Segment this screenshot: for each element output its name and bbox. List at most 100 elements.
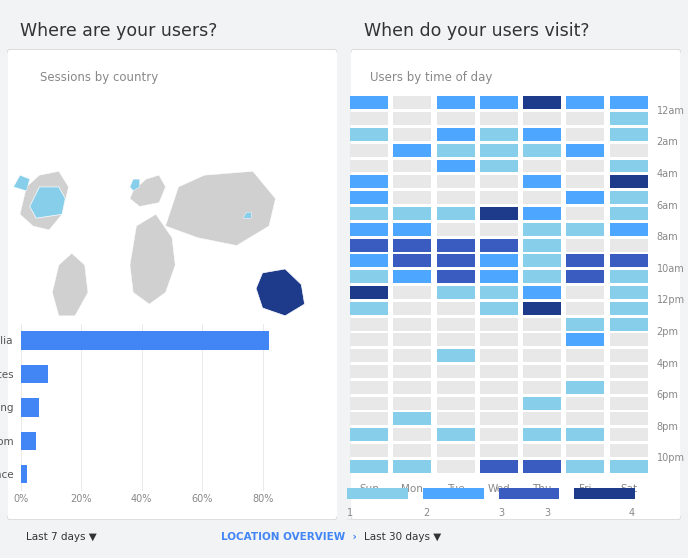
Bar — [394, 444, 431, 457]
Bar — [350, 381, 388, 394]
Bar — [610, 412, 647, 425]
Text: Sat: Sat — [620, 484, 637, 494]
Bar — [436, 460, 475, 473]
Bar — [566, 349, 604, 362]
Bar — [350, 302, 388, 315]
Bar — [350, 365, 388, 378]
Bar — [394, 429, 431, 441]
Bar — [566, 460, 604, 473]
Text: 4: 4 — [629, 508, 635, 518]
Bar — [610, 175, 647, 188]
Bar — [523, 412, 561, 425]
Bar — [394, 128, 431, 141]
Bar — [436, 254, 475, 267]
Bar — [436, 286, 475, 299]
Bar — [574, 488, 635, 499]
Bar — [480, 175, 518, 188]
Text: 2pm: 2pm — [656, 327, 678, 337]
Bar — [523, 128, 561, 141]
Bar — [436, 239, 475, 252]
Bar — [394, 239, 431, 252]
Text: Tue: Tue — [447, 484, 464, 494]
Bar — [350, 191, 388, 204]
Bar — [436, 97, 475, 109]
Text: LOCATION OVERVIEW  ›: LOCATION OVERVIEW › — [220, 532, 356, 542]
Polygon shape — [243, 212, 251, 218]
Bar — [436, 349, 475, 362]
Bar — [21, 331, 269, 350]
Bar — [566, 97, 604, 109]
Bar — [480, 254, 518, 267]
Bar — [350, 318, 388, 330]
Bar — [610, 254, 647, 267]
Bar — [350, 175, 388, 188]
Bar — [610, 112, 647, 125]
Bar — [21, 431, 36, 450]
Bar — [436, 112, 475, 125]
Bar — [21, 398, 39, 416]
Bar — [436, 397, 475, 410]
Bar — [523, 460, 561, 473]
Bar — [566, 207, 604, 220]
Bar — [436, 302, 475, 315]
Bar — [480, 381, 518, 394]
Bar — [523, 365, 561, 378]
Bar — [350, 112, 388, 125]
Bar — [350, 144, 388, 157]
Text: 3: 3 — [499, 508, 505, 518]
Bar — [610, 444, 647, 457]
Bar — [350, 334, 388, 347]
Bar — [394, 160, 431, 172]
Bar — [610, 381, 647, 394]
Bar — [480, 397, 518, 410]
Bar — [394, 412, 431, 425]
Bar — [523, 223, 561, 235]
Text: 4am: 4am — [656, 169, 678, 179]
Text: Fri: Fri — [579, 484, 592, 494]
Bar — [394, 223, 431, 235]
Bar — [394, 365, 431, 378]
Bar — [394, 318, 431, 330]
Bar — [480, 318, 518, 330]
Bar — [523, 191, 561, 204]
Bar — [350, 270, 388, 283]
Bar — [523, 286, 561, 299]
FancyBboxPatch shape — [7, 49, 337, 519]
Bar — [523, 334, 561, 347]
Bar — [566, 144, 604, 157]
Bar — [480, 286, 518, 299]
Bar — [423, 488, 484, 499]
Bar — [610, 349, 647, 362]
Bar — [610, 460, 647, 473]
Bar — [499, 488, 559, 499]
Bar — [394, 302, 431, 315]
Bar — [480, 349, 518, 362]
Bar — [566, 239, 604, 252]
Text: 8am: 8am — [656, 232, 678, 242]
Bar — [394, 112, 431, 125]
Text: Sessions by country: Sessions by country — [40, 71, 158, 84]
Bar — [350, 397, 388, 410]
Bar — [436, 318, 475, 330]
Text: 2: 2 — [423, 508, 429, 518]
Bar — [394, 254, 431, 267]
Bar — [480, 160, 518, 172]
Bar — [610, 397, 647, 410]
Bar — [350, 429, 388, 441]
Text: Mon: Mon — [401, 484, 423, 494]
Polygon shape — [166, 171, 275, 246]
Bar — [566, 223, 604, 235]
Polygon shape — [20, 171, 69, 230]
Bar — [480, 444, 518, 457]
Bar — [523, 270, 561, 283]
Text: Thu: Thu — [533, 484, 552, 494]
Bar — [610, 191, 647, 204]
Bar — [523, 160, 561, 172]
Bar — [523, 97, 561, 109]
Bar — [566, 191, 604, 204]
Bar — [350, 349, 388, 362]
Bar — [480, 460, 518, 473]
Bar — [523, 254, 561, 267]
Polygon shape — [130, 175, 166, 206]
Bar — [350, 286, 388, 299]
